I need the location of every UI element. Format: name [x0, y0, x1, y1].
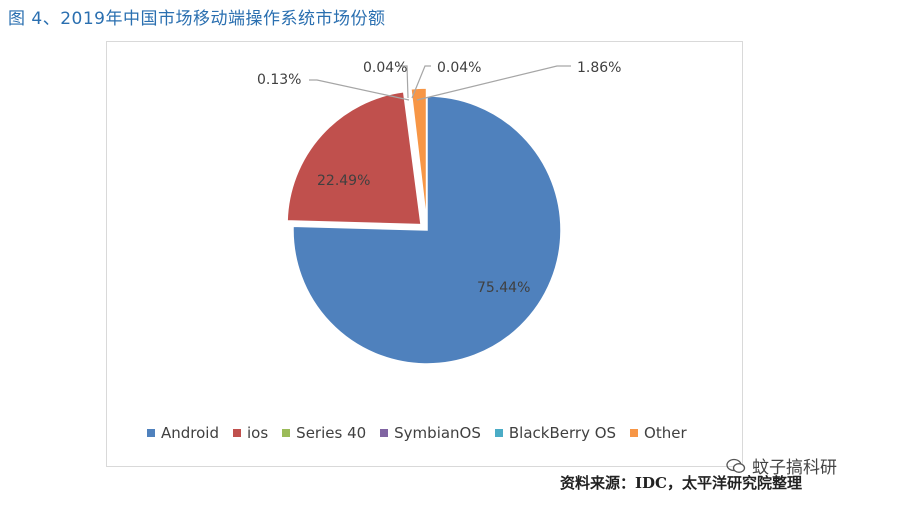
legend-item-other: Other	[630, 424, 687, 442]
legend-swatch	[380, 429, 389, 437]
legend-swatch	[494, 429, 503, 437]
legend-label: Series 40	[296, 424, 367, 442]
legend-item-blackberry-os: BlackBerry OS	[494, 424, 617, 442]
data-label-blackberry-os: 0.04%	[437, 60, 481, 76]
data-label-symbianos: 0.13%	[257, 72, 301, 88]
watermark-text: 蚊子搞科研	[752, 458, 837, 478]
legend-item-ios: ios	[233, 424, 268, 442]
leader-line-other	[416, 65, 571, 101]
leader-line-blackberry-os	[411, 65, 431, 99]
legend-item-android: Android	[147, 424, 219, 442]
legend-label: SymbianOS	[394, 424, 481, 442]
legend-item-series-40: Series 40	[282, 424, 366, 442]
source-note: 资料来源：IDC，太平洋研究院整理	[560, 474, 802, 492]
data-label-other: 1.86%	[577, 60, 621, 76]
pie-chart: 75.44% 22.49% 0.04% 0.13% 0.04% 1.86%	[257, 60, 621, 365]
legend-swatch	[282, 429, 291, 437]
pie-slice-other	[410, 87, 428, 223]
leader-line-series-40	[399, 65, 409, 99]
data-label-ios: 22.49%	[317, 173, 370, 189]
chart-area: 75.44% 22.49% 0.04% 0.13% 0.04% 1.86% Android…	[106, 41, 743, 467]
legend-label: Other	[644, 424, 687, 442]
legend-swatch	[233, 429, 241, 437]
data-label-series-40: 0.04%	[363, 60, 407, 76]
pie-slice-android	[292, 95, 562, 365]
legend-swatch	[630, 429, 639, 437]
legend-label: ios	[247, 424, 269, 442]
legend-item-symbianos: SymbianOS	[380, 424, 481, 442]
watermark: 蚊子搞科研	[726, 453, 837, 478]
pie-slice-ios	[286, 90, 422, 226]
data-label-android: 75.44%	[477, 280, 530, 296]
wechat-icon	[726, 458, 746, 473]
leader-line-symbianos	[309, 79, 410, 101]
legend-label: Android	[161, 424, 219, 442]
legend-swatch	[147, 429, 155, 437]
chart-title: 图 4、2019年中国市场移动端操作系统市场份额	[8, 9, 386, 29]
chart-legend: Android ios Series 40 SymbianOS BlackBerry O…	[147, 424, 687, 442]
legend-label: BlackBerry OS	[508, 424, 617, 442]
